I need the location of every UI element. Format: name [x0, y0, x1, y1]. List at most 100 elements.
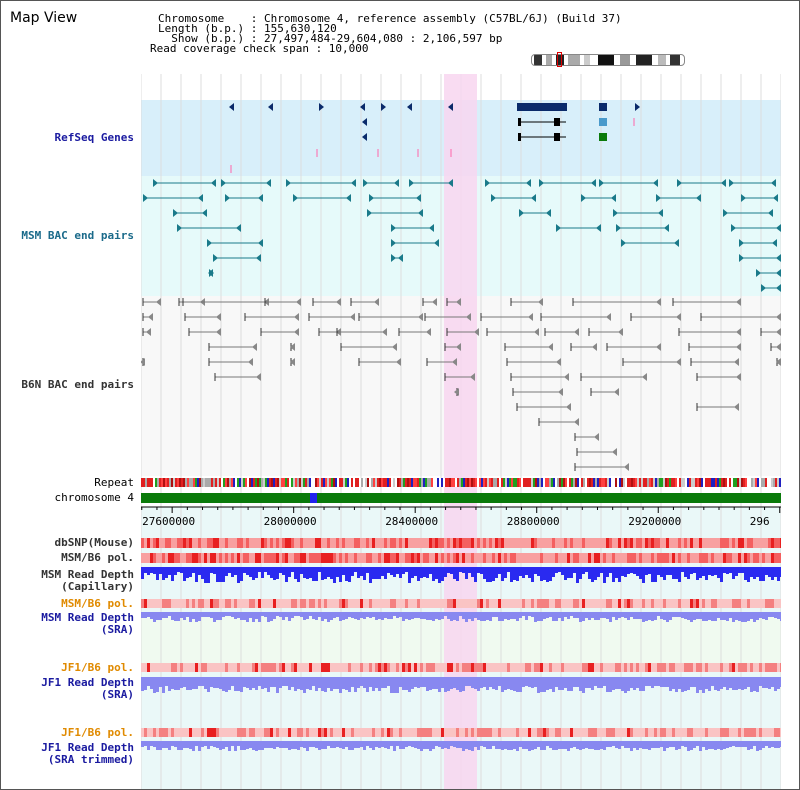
- b6n-bac-end: [296, 298, 301, 306]
- msm-b6-pol-bin: [660, 553, 663, 563]
- b6n-bac-end: [676, 313, 681, 321]
- msm-depth-sra-bar: [381, 612, 384, 620]
- msm-bac-end: [202, 209, 207, 217]
- repeat-mark: [467, 478, 469, 487]
- msm-depth-capillary-bar: [753, 567, 756, 579]
- msm-depth-sra-bar: [528, 612, 531, 616]
- repeat-mark: [599, 478, 601, 487]
- msm-b6-pol-bin: [744, 553, 747, 563]
- jf1-b6-pol-trim-bin: [168, 728, 171, 737]
- msm-depth-sra-bar: [255, 612, 258, 619]
- dbsnp-bin: [627, 538, 630, 548]
- repeat-mark: [153, 478, 155, 487]
- msm-depth-capillary-bar: [321, 567, 324, 580]
- dbsnp-bin: [165, 538, 168, 548]
- repeat-mark: [159, 478, 161, 487]
- jf1-depth-trim-bar: [495, 741, 498, 749]
- jf1-b6-pol-bin: [495, 663, 498, 672]
- jf1-depth-trim-bar: [600, 741, 603, 749]
- jf1-b6-pol-trim-bin: [723, 728, 726, 737]
- b6n-bac-end: [290, 343, 295, 351]
- dbsnp-bin: [588, 538, 591, 548]
- jf1-depth-sra-bar: [729, 677, 732, 688]
- msm-depth-sra-bar: [579, 612, 582, 622]
- chromosome-ideogram[interactable]: [531, 54, 685, 66]
- msm-b6-pol-bin: [450, 553, 453, 563]
- repeat-mark: [465, 478, 467, 487]
- msm-b6-pol-bin: [693, 553, 696, 563]
- jf1-b6-pol-trim-bin: [501, 728, 504, 737]
- jf1-b6-pol-trim-bin: [705, 728, 708, 737]
- jf1-b6-pol-bin: [273, 663, 276, 672]
- msm-b6-pol-sra-bin: [609, 599, 612, 608]
- repeat-mark: [333, 478, 335, 487]
- repeat-mark: [357, 478, 359, 487]
- jf1-depth-trim-bar: [201, 741, 204, 747]
- jf1-depth-trim-bar: [777, 741, 780, 748]
- jf1-b6-pol-bin: [195, 663, 198, 672]
- msm-depth-capillary-bar: [723, 567, 726, 573]
- msm-depth-capillary-bar: [582, 567, 585, 574]
- msm-depth-capillary-bar: [561, 567, 564, 575]
- jf1-b6-pol-bin: [336, 663, 339, 672]
- repeat-mark: [623, 478, 625, 487]
- jf1-b6-pol-bin: [657, 663, 660, 672]
- b6n-bac-end: [474, 328, 479, 336]
- msm-depth-capillary-bar: [591, 567, 594, 582]
- msm-depth-capillary-bar: [519, 567, 522, 576]
- jf1-b6-pol-bin: [450, 663, 453, 672]
- jf1-b6-pol-trim-label: JF1/B6 pol.: [61, 726, 134, 739]
- msm-depth-sra-bar: [144, 612, 147, 618]
- jf1-depth-trim-bar: [480, 741, 483, 746]
- jf1-b6-pol-bin: [249, 663, 252, 672]
- jf1-depth-sra-bar: [198, 677, 201, 686]
- jf1-depth-trim-bar: [732, 741, 735, 746]
- jf1-depth-sra-bar: [474, 677, 477, 689]
- jf1-depth-trim-bar: [222, 741, 225, 749]
- msm-b6-pol-sra-bin: [393, 599, 396, 608]
- dbsnp-bin: [693, 538, 696, 548]
- msm-depth-capillary-bar: [336, 567, 339, 577]
- msm-depth-sra-bar: [216, 612, 219, 620]
- jf1-depth-sra-bar: [681, 677, 684, 692]
- jf1-depth-sra-bar: [549, 677, 552, 689]
- msm-depth-sra-bar: [474, 612, 477, 618]
- genome-tracks[interactable]: [141, 74, 781, 789]
- jf1-depth-trim-bar: [264, 741, 267, 748]
- repeat-mark: [693, 478, 695, 487]
- msm-bac-end: [351, 179, 356, 187]
- msm-depth-capillary-bar: [711, 567, 714, 576]
- msm-depth-capillary-bar: [585, 567, 588, 572]
- msm-b6-pol-sra-bin: [180, 599, 183, 608]
- msm-depth-sra-bar: [771, 612, 774, 617]
- jf1-b6-pol-trim-bin: [363, 728, 366, 737]
- jf1-b6-pol-bin: [567, 663, 570, 672]
- dbsnp-bin: [690, 538, 693, 548]
- msm-b6-pol-bin: [183, 553, 186, 563]
- jf1-b6-pol-bin: [243, 663, 246, 672]
- jf1-depth-trim-bar: [432, 741, 435, 749]
- dbsnp-label: dbSNP(Mouse): [54, 536, 134, 549]
- jf1-b6-pol-bin: [393, 663, 396, 672]
- repeat-mark: [281, 478, 283, 487]
- msm-depth-capillary-bar: [735, 567, 738, 576]
- jf1-b6-pol-bin: [288, 663, 291, 672]
- jf1-b6-pol-bin: [756, 663, 759, 672]
- jf1-b6-pol-bin: [258, 663, 261, 672]
- dbsnp-bin: [735, 538, 738, 548]
- repeat-mark: [171, 478, 173, 487]
- jf1-b6-pol-bin: [663, 663, 666, 672]
- jf1-b6-pol-bin: [315, 663, 318, 672]
- msm-depth-capillary-bar: [381, 567, 384, 576]
- dbsnp-bin: [645, 538, 648, 548]
- jf1-b6-pol-trim-bin: [594, 728, 597, 737]
- dbsnp-bin: [564, 538, 567, 548]
- msm-b6-pol-bin: [444, 553, 447, 563]
- msm-bac-end: [391, 239, 396, 247]
- msm-depth-capillary-bar: [726, 567, 729, 574]
- repeat-mark: [743, 478, 745, 487]
- msm-b6-pol-label: MSM/B6 pol.: [61, 551, 134, 564]
- repeat-mark: [209, 478, 211, 487]
- repeat-mark: [211, 478, 213, 487]
- jf1-b6-pol-trim-bin: [567, 728, 570, 737]
